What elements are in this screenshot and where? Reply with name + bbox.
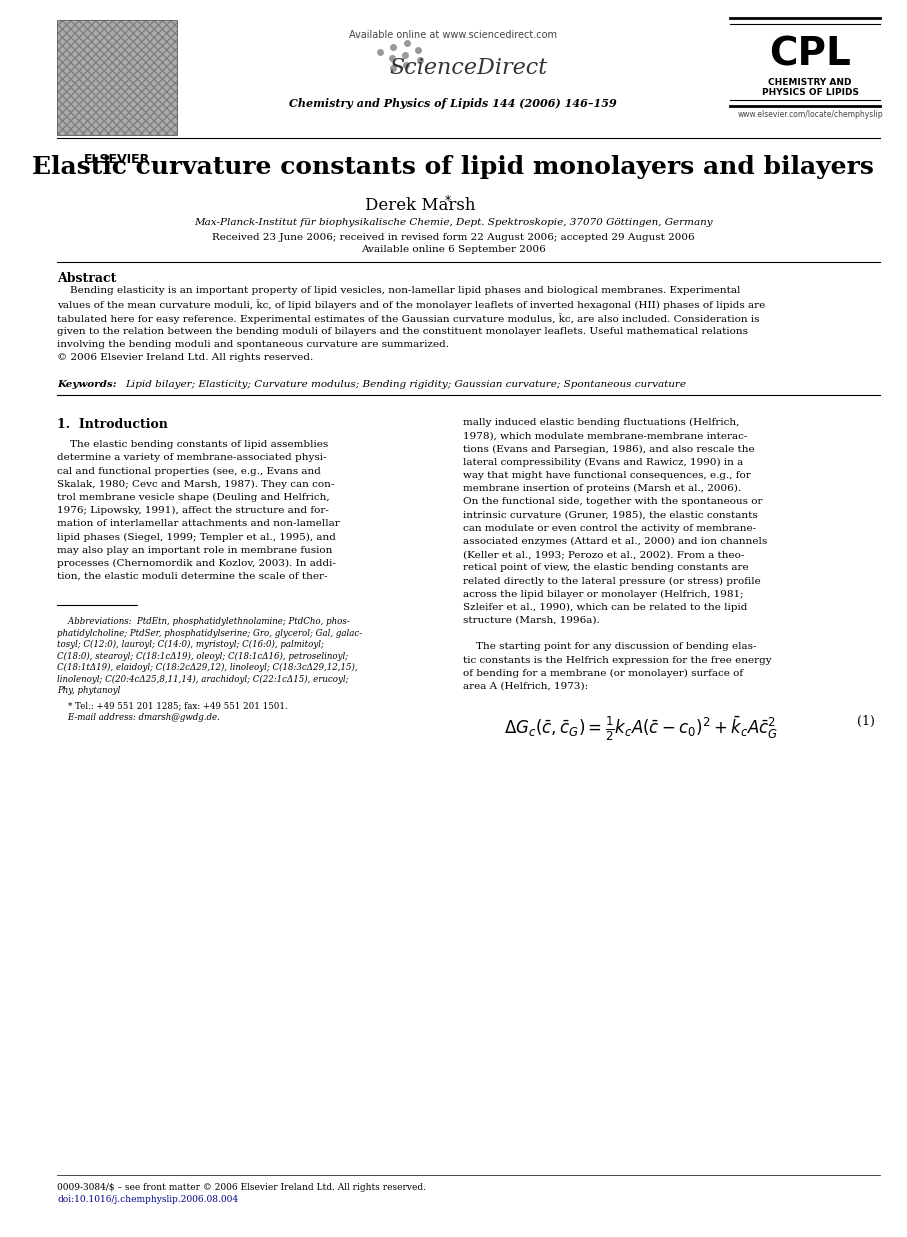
Text: processes (Chernomordik and Kozlov, 2003). In addi-: processes (Chernomordik and Kozlov, 2003… [57,559,336,568]
Text: ScienceDirect: ScienceDirect [389,57,547,79]
Text: PHYSICS OF LIPIDS: PHYSICS OF LIPIDS [762,88,859,96]
Text: mally induced elastic bending fluctuations (Helfrich,: mally induced elastic bending fluctuatio… [463,418,739,427]
Text: intrinsic curvature (Gruner, 1985), the elastic constants: intrinsic curvature (Gruner, 1985), the … [463,511,757,520]
Text: www.elsevier.com/locate/chemphyslip: www.elsevier.com/locate/chemphyslip [737,110,883,119]
Text: © 2006 Elsevier Ireland Ltd. All rights reserved.: © 2006 Elsevier Ireland Ltd. All rights … [57,354,313,362]
Text: C(18:1tΔ19), elaidoyl; C(18:2cΔ29,12), linoleoyl; C(18:3cΔ29,12,15),: C(18:1tΔ19), elaidoyl; C(18:2cΔ29,12), l… [57,663,357,673]
Text: way that might have functional consequences, e.g., for: way that might have functional consequen… [463,471,751,480]
Text: Bending elasticity is an important property of lipid vesicles, non-lamellar lipi: Bending elasticity is an important prope… [57,286,740,294]
Text: Received 23 June 2006; received in revised form 22 August 2006; accepted 29 Augu: Received 23 June 2006; received in revis… [211,233,695,242]
Text: * Tel.: +49 551 201 1285; fax: +49 551 201 1501.: * Tel.: +49 551 201 1285; fax: +49 551 2… [57,701,288,711]
Bar [57,20,177,135]
Text: Max-Planck-Institut für biophysikalische Chemie, Dept. Spektroskopie, 37070 Gött: Max-Planck-Institut für biophysikalische… [194,218,712,228]
Text: tabulated here for easy reference. Experimental estimates of the Gaussian curvat: tabulated here for easy reference. Exper… [57,313,759,324]
Text: trol membrane vesicle shape (Deuling and Helfrich,: trol membrane vesicle shape (Deuling and… [57,492,329,502]
Text: involving the bending moduli and spontaneous curvature are summarized.: involving the bending moduli and spontan… [57,340,449,349]
Text: (Keller et al., 1993; Perozo et al., 2002). From a theo-: (Keller et al., 1993; Perozo et al., 200… [463,550,745,559]
Text: may also play an important role in membrane fusion: may also play an important role in membr… [57,546,332,554]
Text: given to the relation between the bending moduli of bilayers and the constituent: given to the relation between the bendin… [57,327,748,335]
Text: tions (Evans and Parsegian, 1986), and also rescale the: tions (Evans and Parsegian, 1986), and a… [463,444,755,454]
Text: tosyl; C(12:0), lauroyl; C(14:0), myristoyl; C(16:0), palmitoyl;: tosyl; C(12:0), lauroyl; C(14:0), myrist… [57,641,324,649]
Text: across the lipid bilayer or monolayer (Helfrich, 1981;: across the lipid bilayer or monolayer (H… [463,590,744,599]
Text: The elastic bending constants of lipid assemblies: The elastic bending constants of lipid a… [57,440,328,449]
Text: E-mail address: dmarsh@gwdg.de.: E-mail address: dmarsh@gwdg.de. [57,714,219,722]
Text: On the functional side, together with the spontaneous or: On the functional side, together with th… [463,497,763,506]
Text: values of the mean curvature moduli, ǩc, of lipid bilayers and of the monolayer : values of the mean curvature moduli, ǩc,… [57,299,766,310]
Text: C(18:0), stearoyl; C(18:1cΔ19), oleoyl; C(18:1cΔ16), petroselinoyl;: C(18:0), stearoyl; C(18:1cΔ19), oleoyl; … [57,652,348,661]
Text: 0009-3084/$ – see front matter © 2006 Elsevier Ireland Ltd. All rights reserved.: 0009-3084/$ – see front matter © 2006 El… [57,1183,426,1192]
Text: lipid phases (Siegel, 1999; Templer et al., 1995), and: lipid phases (Siegel, 1999; Templer et a… [57,532,336,542]
Text: $\Delta G_c(\bar{c},\bar{c}_G) = \frac{1}{2}k_c A(\bar{c} - c_0)^2 + \bar{k}_c A: $\Delta G_c(\bar{c},\bar{c}_G) = \frac{1… [504,715,778,743]
Text: ELSEVIER: ELSEVIER [83,153,151,166]
Text: cal and functional properties (see, e.g., Evans and: cal and functional properties (see, e.g.… [57,466,321,475]
Text: Skalak, 1980; Cevc and Marsh, 1987). They can con-: Skalak, 1980; Cevc and Marsh, 1987). The… [57,480,335,489]
Text: Chemistry and Physics of Lipids 144 (2006) 146–159: Chemistry and Physics of Lipids 144 (200… [289,98,617,109]
Text: tic constants is the Helfrich expression for the free energy: tic constants is the Helfrich expression… [463,656,772,664]
Text: Keywords:: Keywords: [57,380,117,388]
Text: area A (Helfrich, 1973):: area A (Helfrich, 1973): [463,682,588,691]
Text: doi:10.1016/j.chemphyslip.2006.08.004: doi:10.1016/j.chemphyslip.2006.08.004 [57,1195,239,1204]
Text: CHEMISTRY AND: CHEMISTRY AND [768,78,852,87]
Text: CPL: CPL [769,35,851,73]
Text: Phy, phytanoyl: Phy, phytanoyl [57,687,121,695]
Text: phatidylcholine; PtdSer, phosphatidylserine; Gro, glycerol; Gal, galac-: phatidylcholine; PtdSer, phosphatidylser… [57,628,362,638]
Text: tion, the elastic moduli determine the scale of ther-: tion, the elastic moduli determine the s… [57,571,327,581]
Text: Derek Marsh: Derek Marsh [365,197,475,214]
Text: determine a variety of membrane-associated physi-: determine a variety of membrane-associat… [57,453,327,463]
Text: 1978), which modulate membrane-membrane interac-: 1978), which modulate membrane-membrane … [463,432,747,440]
Text: Available online 6 September 2006: Available online 6 September 2006 [361,245,545,254]
Text: Elastic curvature constants of lipid monolayers and bilayers: Elastic curvature constants of lipid mon… [32,155,874,179]
Text: (1): (1) [857,715,875,729]
Text: linolenoyl; C(20:4cΔ25,8,11,14), arachidoyl; C(22:1cΔ15), erucoyl;: linolenoyl; C(20:4cΔ25,8,11,14), arachid… [57,674,348,684]
Text: Available online at www.sciencedirect.com: Available online at www.sciencedirect.co… [349,30,557,40]
Text: mation of interlamellar attachments and non-lamellar: mation of interlamellar attachments and … [57,520,340,528]
Text: of bending for a membrane (or monolayer) surface of: of bending for a membrane (or monolayer)… [463,669,743,678]
Text: 1976; Lipowsky, 1991), affect the structure and for-: 1976; Lipowsky, 1991), affect the struct… [57,506,329,515]
Text: related directly to the lateral pressure (or stress) profile: related directly to the lateral pressure… [463,576,761,585]
Text: structure (Marsh, 1996a).: structure (Marsh, 1996a). [463,616,600,625]
Text: Szleifer et al., 1990), which can be related to the lipid: Szleifer et al., 1990), which can be rel… [463,602,747,612]
Text: The starting point for any discussion of bending elas-: The starting point for any discussion of… [463,642,756,652]
Text: Abstract: Abstract [57,272,116,285]
Text: membrane insertion of proteins (Marsh et al., 2006).: membrane insertion of proteins (Marsh et… [463,484,741,494]
Text: 1.  Introduction: 1. Introduction [57,418,168,430]
Text: *: * [445,194,452,207]
Text: lateral compressibility (Evans and Rawicz, 1990) in a: lateral compressibility (Evans and Rawic… [463,458,743,466]
Text: Lipid bilayer; Elasticity; Curvature modulus; Bending rigidity; Gaussian curvatu: Lipid bilayer; Elasticity; Curvature mod… [125,380,686,388]
Text: Abbreviations:  PtdEtn, phosphatidylethnolamine; PtdCho, phos-: Abbreviations: PtdEtn, phosphatidylethno… [57,617,349,626]
Text: can modulate or even control the activity of membrane-: can modulate or even control the activit… [463,523,756,533]
Text: retical point of view, the elastic bending constants are: retical point of view, the elastic bendi… [463,563,748,573]
Bar [57,20,177,135]
Text: associated enzymes (Attard et al., 2000) and ion channels: associated enzymes (Attard et al., 2000)… [463,537,767,546]
